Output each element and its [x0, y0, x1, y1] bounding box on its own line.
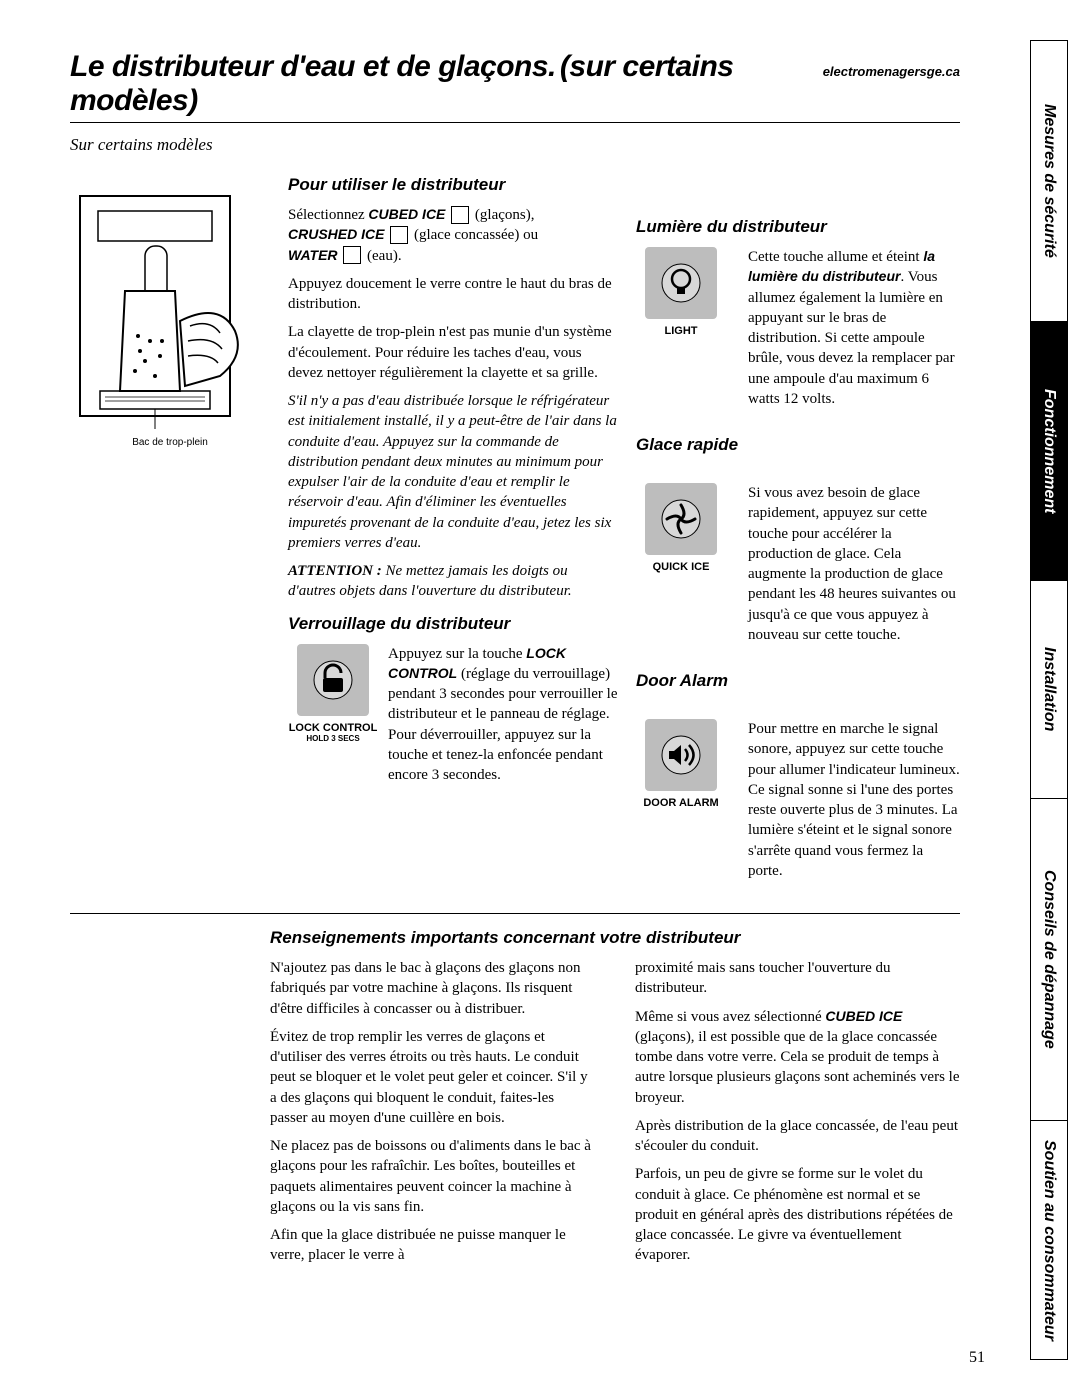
divider: [70, 122, 960, 123]
section-heading-light: Lumière du distributeur: [636, 217, 960, 237]
cubed-ice-label: CUBED ICE: [368, 206, 445, 222]
text-bold: CUBED ICE: [825, 1008, 902, 1024]
quickice-text: Si vous avez besoin de glace rapidement,…: [748, 483, 960, 645]
text: Appuyez doucement le verre contre le hau…: [288, 274, 618, 315]
page-title: Le distributeur d'eau et de glaçons.: [70, 50, 556, 83]
alarm-icon-label: DOOR ALARM: [636, 797, 726, 809]
important-right-col: proximité mais sans toucher l'ouverture …: [635, 958, 960, 1274]
light-icon-label: LIGHT: [636, 325, 726, 337]
water-label: WATER: [288, 247, 338, 263]
section-heading-important: Renseignements importants concernant vot…: [270, 928, 960, 948]
speaker-icon: [645, 719, 717, 791]
quickice-icon-box: QUICK ICE: [636, 483, 726, 653]
quickice-icon: [645, 483, 717, 555]
light-icon-box: LIGHT: [636, 247, 726, 417]
dispenser-figure: [70, 191, 260, 431]
text: Même si vous avez sélectionné: [635, 1009, 825, 1025]
lock-control-bold: LOCK CONTROL: [388, 645, 566, 681]
tab-fonctionnement[interactable]: Fonctionnement: [1031, 322, 1067, 582]
note-text: S'il n'y a pas d'eau distribuée lorsque …: [288, 391, 618, 553]
text: Même si vous avez sélectionné CUBED ICE …: [635, 1007, 960, 1108]
text: (eau).: [363, 248, 401, 264]
lock-icon-label: LOCK CONTROL: [288, 722, 378, 734]
lock-control-icon-box: LOCK CONTROL HOLD 3 SECS: [288, 644, 378, 794]
light-text: Cette touche allume et éteint la lumière…: [748, 247, 960, 409]
crushed-ice-label: CRUSHED ICE: [288, 226, 384, 242]
website-url: electromenagersge.ca: [823, 64, 960, 79]
divider: [70, 913, 960, 914]
section-heading-use: Pour utiliser le distributeur: [288, 175, 618, 195]
text: Parfois, un peu de givre se forme sur le…: [635, 1164, 960, 1265]
section-heading-alarm: Door Alarm: [636, 671, 960, 691]
light-icon: [645, 247, 717, 319]
text: N'ajoutez pas dans le bac à glaçons des …: [270, 958, 595, 1019]
tab-installation[interactable]: Installation: [1031, 581, 1067, 799]
text: (glace concassée) ou: [410, 227, 538, 243]
lock-icon: [297, 644, 369, 716]
section-heading-quickice: Glace rapide: [636, 435, 960, 455]
lock-icon-sublabel: HOLD 3 SECS: [288, 734, 378, 743]
text: Afin que la glace distribuée ne puisse m…: [270, 1225, 595, 1266]
figure-caption: Bac de trop-plein: [70, 437, 270, 448]
tab-depannage[interactable]: Conseils de dépannage: [1031, 799, 1067, 1122]
tab-securite[interactable]: Mesures de sécurité: [1031, 41, 1067, 322]
lock-text: Appuyez sur la touche LOCK CONTROL (régl…: [388, 644, 618, 786]
text: Sélectionnez: [288, 207, 368, 223]
important-left-col: N'ajoutez pas dans le bac à glaçons des …: [270, 958, 595, 1274]
water-icon: [343, 246, 361, 264]
tab-soutien[interactable]: Soutien au consommateur: [1031, 1121, 1067, 1359]
text: Cette touche allume et éteint: [748, 249, 923, 265]
text: Évitez de trop remplir les verres de gla…: [270, 1027, 595, 1128]
text: (glaçons),: [471, 207, 534, 223]
text: La clayette de trop-plein n'est pas muni…: [288, 322, 618, 383]
quickice-icon-label: QUICK ICE: [636, 561, 726, 573]
text: (glaçons), il est possible que de la gla…: [635, 1029, 960, 1106]
crushed-ice-icon: [390, 226, 408, 244]
alarm-text: Pour mettre en marche le signal sonore, …: [748, 719, 960, 881]
section-tabs: Mesures de sécurité Fonctionnement Insta…: [1030, 40, 1068, 1360]
text: Ne placez pas de boissons ou d'aliments …: [270, 1136, 595, 1217]
text: proximité mais sans toucher l'ouverture …: [635, 958, 960, 999]
cubed-ice-icon: [451, 206, 469, 224]
alarm-icon-box: DOOR ALARM: [636, 719, 726, 889]
subtitle: Sur certains modèles: [70, 135, 960, 155]
use-dispenser-text: Sélectionnez CUBED ICE (glaçons), CRUSHE…: [288, 205, 618, 602]
attention-label: ATTENTION :: [288, 563, 382, 579]
text: . Vous allumez également la lumière en a…: [748, 269, 955, 407]
text: Après distribution de la glace concassée…: [635, 1116, 960, 1157]
section-heading-lock: Verrouillage du distributeur: [288, 614, 618, 634]
page-number: 51: [969, 1349, 985, 1367]
